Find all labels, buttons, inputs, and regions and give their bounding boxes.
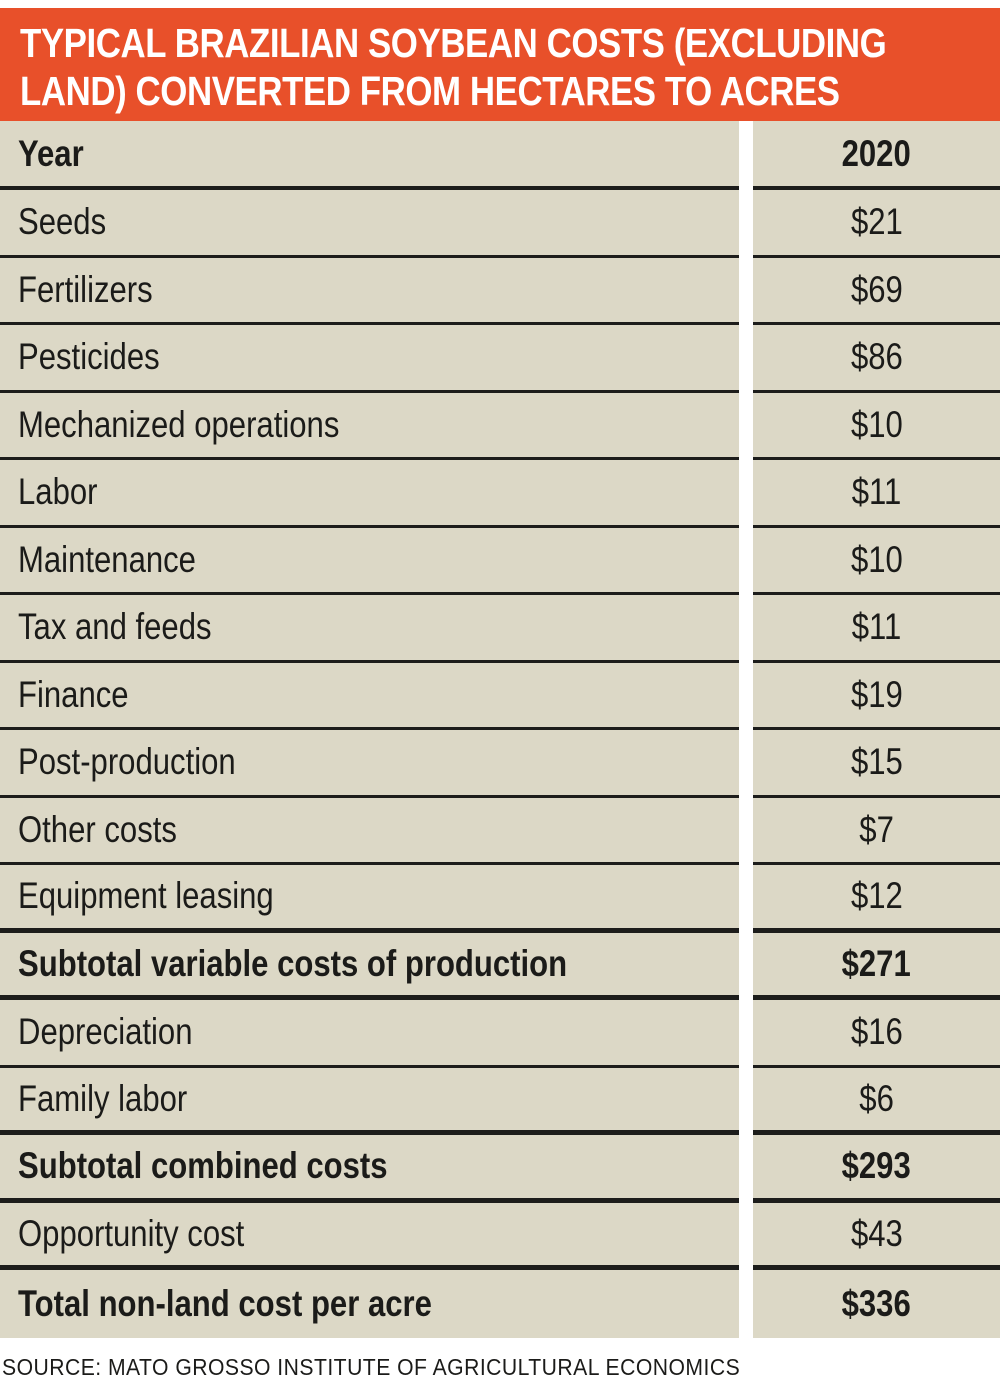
column-gap: [739, 190, 753, 258]
row-label: Equipment leasing: [18, 875, 274, 917]
row-label: Maintenance: [18, 538, 196, 580]
row-value: $6: [859, 1077, 894, 1119]
column-gap: [739, 1067, 753, 1135]
table-row-labor: Labor $11: [0, 460, 1000, 528]
table-row-pesticides: Pesticides $86: [0, 325, 1000, 393]
table-row-family-labor: Family labor $6: [0, 1067, 1000, 1135]
row-value: $10: [850, 538, 903, 580]
row-label: Seeds: [18, 201, 107, 243]
column-gap: [739, 865, 753, 933]
costs-table: Year 2020 Seeds $21 Fertilizers $69 Pest…: [0, 121, 1000, 1338]
row-label: Labor: [18, 471, 98, 513]
row-label: Finance: [18, 673, 129, 715]
column-gap: [739, 392, 753, 460]
row-value: $86: [850, 336, 903, 378]
header-value-cell: 2020: [753, 121, 1000, 190]
row-value: $271: [841, 942, 912, 984]
row-value: $11: [851, 606, 902, 648]
row-label: Family labor: [18, 1077, 188, 1119]
source-text: SOURCE: MATO GROSSO INSTITUTE OF AGRICUL…: [2, 1353, 741, 1380]
table-row-equipment-leasing: Equipment leasing $12: [0, 865, 1000, 933]
row-label: Total non-land cost per acre: [18, 1282, 432, 1324]
row-label: Subtotal variable costs of production: [18, 942, 568, 984]
header-label-cell: Year: [0, 121, 739, 190]
row-label: Depreciation: [18, 1011, 193, 1053]
table-row-subtotal-variable-costs: Subtotal variable costs of production $2…: [0, 932, 1000, 1000]
row-value: $10: [850, 403, 903, 445]
column-gap: [739, 1202, 753, 1270]
column-gap: [739, 121, 753, 190]
table-row-mechanized-operations: Mechanized operations $10: [0, 392, 1000, 460]
row-value: $7: [859, 808, 894, 850]
column-gap: [739, 730, 753, 798]
column-gap: [739, 325, 753, 393]
header-value: 2020: [841, 132, 912, 174]
row-value: $11: [851, 471, 902, 513]
table-row-maintenance: Maintenance $10: [0, 527, 1000, 595]
table-row-fertilizers: Fertilizers $69: [0, 257, 1000, 325]
row-label: Post-production: [18, 741, 236, 783]
column-gap: [739, 797, 753, 865]
table-row-total-non-land-cost: Total non-land cost per acre $336: [0, 1270, 1000, 1338]
table-row-depreciation: Depreciation $16: [0, 1000, 1000, 1068]
header-label: Year: [18, 132, 84, 174]
table-row-opportunity-cost: Opportunity cost $43: [0, 1202, 1000, 1270]
infographic-page: TYPICAL BRAZILIAN SOYBEAN COSTS (EXCLUDI…: [0, 8, 1000, 1388]
row-label: Mechanized operations: [18, 403, 340, 445]
row-value: $43: [850, 1212, 903, 1254]
column-gap: [739, 527, 753, 595]
column-gap: [739, 257, 753, 325]
column-gap: [739, 1270, 753, 1338]
page-title-line-2: LAND) CONVERTED FROM HECTARES TO ACRES: [20, 68, 840, 114]
column-gap: [739, 932, 753, 1000]
table-header-row: Year 2020: [0, 121, 1000, 190]
table-row-subtotal-combined-costs: Subtotal combined costs $293: [0, 1135, 1000, 1203]
page-title-line-1: TYPICAL BRAZILIAN SOYBEAN COSTS (EXCLUDI…: [20, 20, 887, 66]
row-value: $12: [850, 875, 903, 917]
column-gap: [739, 1135, 753, 1203]
row-value: $15: [850, 741, 903, 783]
table-row-seeds: Seeds $21: [0, 190, 1000, 258]
row-label: Fertilizers: [18, 268, 153, 310]
row-value: $336: [841, 1282, 912, 1324]
row-value: $69: [850, 268, 903, 310]
row-label: Pesticides: [18, 336, 160, 378]
row-label: Tax and feeds: [18, 606, 212, 648]
table-row-other-costs: Other costs $7: [0, 797, 1000, 865]
column-gap: [739, 460, 753, 528]
row-label: Other costs: [18, 808, 177, 850]
row-label: Subtotal combined costs: [18, 1145, 388, 1187]
table-row-tax-and-feeds: Tax and feeds $11: [0, 595, 1000, 663]
table-row-post-production: Post-production $15: [0, 730, 1000, 798]
row-label: Opportunity cost: [18, 1212, 245, 1254]
column-gap: [739, 1000, 753, 1068]
row-value: $293: [841, 1145, 912, 1187]
table-row-finance: Finance $19: [0, 662, 1000, 730]
row-value: $19: [850, 673, 903, 715]
row-value: $21: [850, 201, 903, 243]
title-banner: TYPICAL BRAZILIAN SOYBEAN COSTS (EXCLUDI…: [0, 8, 1000, 121]
source-attribution: SOURCE: MATO GROSSO INSTITUTE OF AGRICUL…: [0, 1354, 1000, 1381]
column-gap: [739, 662, 753, 730]
column-gap: [739, 595, 753, 663]
row-value: $16: [850, 1011, 903, 1053]
